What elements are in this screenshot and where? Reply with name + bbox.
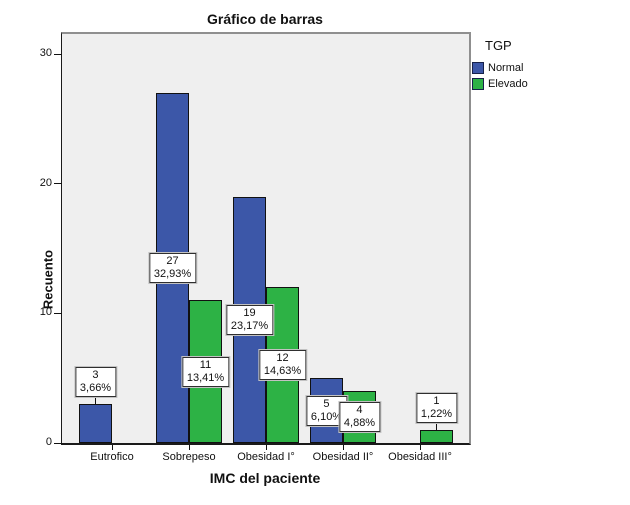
bar-label: 19 23,17%	[224, 304, 275, 336]
legend: TGP Normal Elevado	[472, 38, 528, 94]
legend-title: TGP	[485, 38, 512, 53]
bar-label: 4 4,88%	[337, 401, 382, 433]
y-tick-label: 30	[39, 47, 52, 60]
normal-series-swatch-icon	[472, 62, 484, 74]
bar-label: 11 13,41%	[180, 355, 231, 388]
bar-label-pct: 3,66%	[79, 382, 112, 394]
bar-elevado-4	[420, 430, 453, 443]
y-tick-mark	[54, 312, 62, 314]
legend-label-normal: Normal	[488, 62, 524, 74]
bar-label: 12 14,63%	[257, 349, 308, 381]
bar-label-pct: 4,88%	[343, 417, 376, 429]
label-connector	[436, 423, 437, 430]
bar-label-pct: 13,41%	[186, 371, 225, 384]
y-tick-mark	[54, 442, 62, 444]
plot-area: Recuento 3 3,66% 27 32,93% 19 23,17% 5 6,10% 11 1…	[41, 32, 471, 445]
x-tick-mark	[342, 445, 344, 450]
bar-label-count: 4	[356, 404, 363, 416]
bar-label-pct: 23,17%	[230, 320, 269, 332]
y-tick-mark	[54, 183, 62, 185]
bar-label-count: 3	[92, 369, 99, 381]
x-tick-mark	[188, 445, 190, 450]
bar-label-pct: 6,10%	[310, 410, 343, 423]
bar-label-pct: 14,63%	[263, 365, 302, 377]
x-tick-label: Sobrepeso	[162, 451, 216, 463]
x-tick-label: Obesidad III°	[388, 451, 452, 463]
x-tick-label: Eutrofico	[90, 451, 134, 463]
chart-title: Gráfico de barras	[207, 11, 323, 27]
x-tick-label: Obesidad I°	[237, 451, 295, 463]
x-tick-mark	[111, 445, 113, 450]
bar-label-pct: 1,22%	[420, 408, 453, 420]
x-axis-title: IMC del paciente	[209, 470, 321, 486]
bar-label-count: 5	[323, 397, 330, 410]
y-tick-label: 0	[45, 436, 52, 448]
y-tick-mark	[54, 53, 62, 55]
bar-label-count: 19	[243, 307, 256, 319]
label-connector	[95, 397, 96, 404]
x-tick-label: Obesidad II°	[312, 451, 374, 463]
bar-label-count: 11	[199, 358, 212, 371]
bar-label-count: 1	[433, 395, 440, 407]
bar-label: 1 1,22%	[414, 392, 459, 424]
legend-label-elevado: Elevado	[488, 78, 528, 90]
bar-label-count: 12	[276, 352, 289, 364]
y-tick-label: 10	[39, 306, 52, 319]
legend-item-normal: Normal	[472, 62, 528, 74]
x-tick-mark	[419, 445, 421, 450]
bar-label: 27 32,93%	[147, 252, 198, 284]
y-tick-label: 20	[39, 176, 52, 189]
bar-normal-0	[79, 404, 112, 443]
elevado-series-swatch-icon	[472, 78, 484, 90]
bar-label: 3 3,66%	[73, 366, 118, 398]
x-tick-mark	[265, 445, 267, 450]
bar-label-count: 27	[166, 255, 179, 267]
bar-label-pct: 32,93%	[153, 268, 192, 280]
legend-item-elevado: Elevado	[472, 78, 528, 90]
